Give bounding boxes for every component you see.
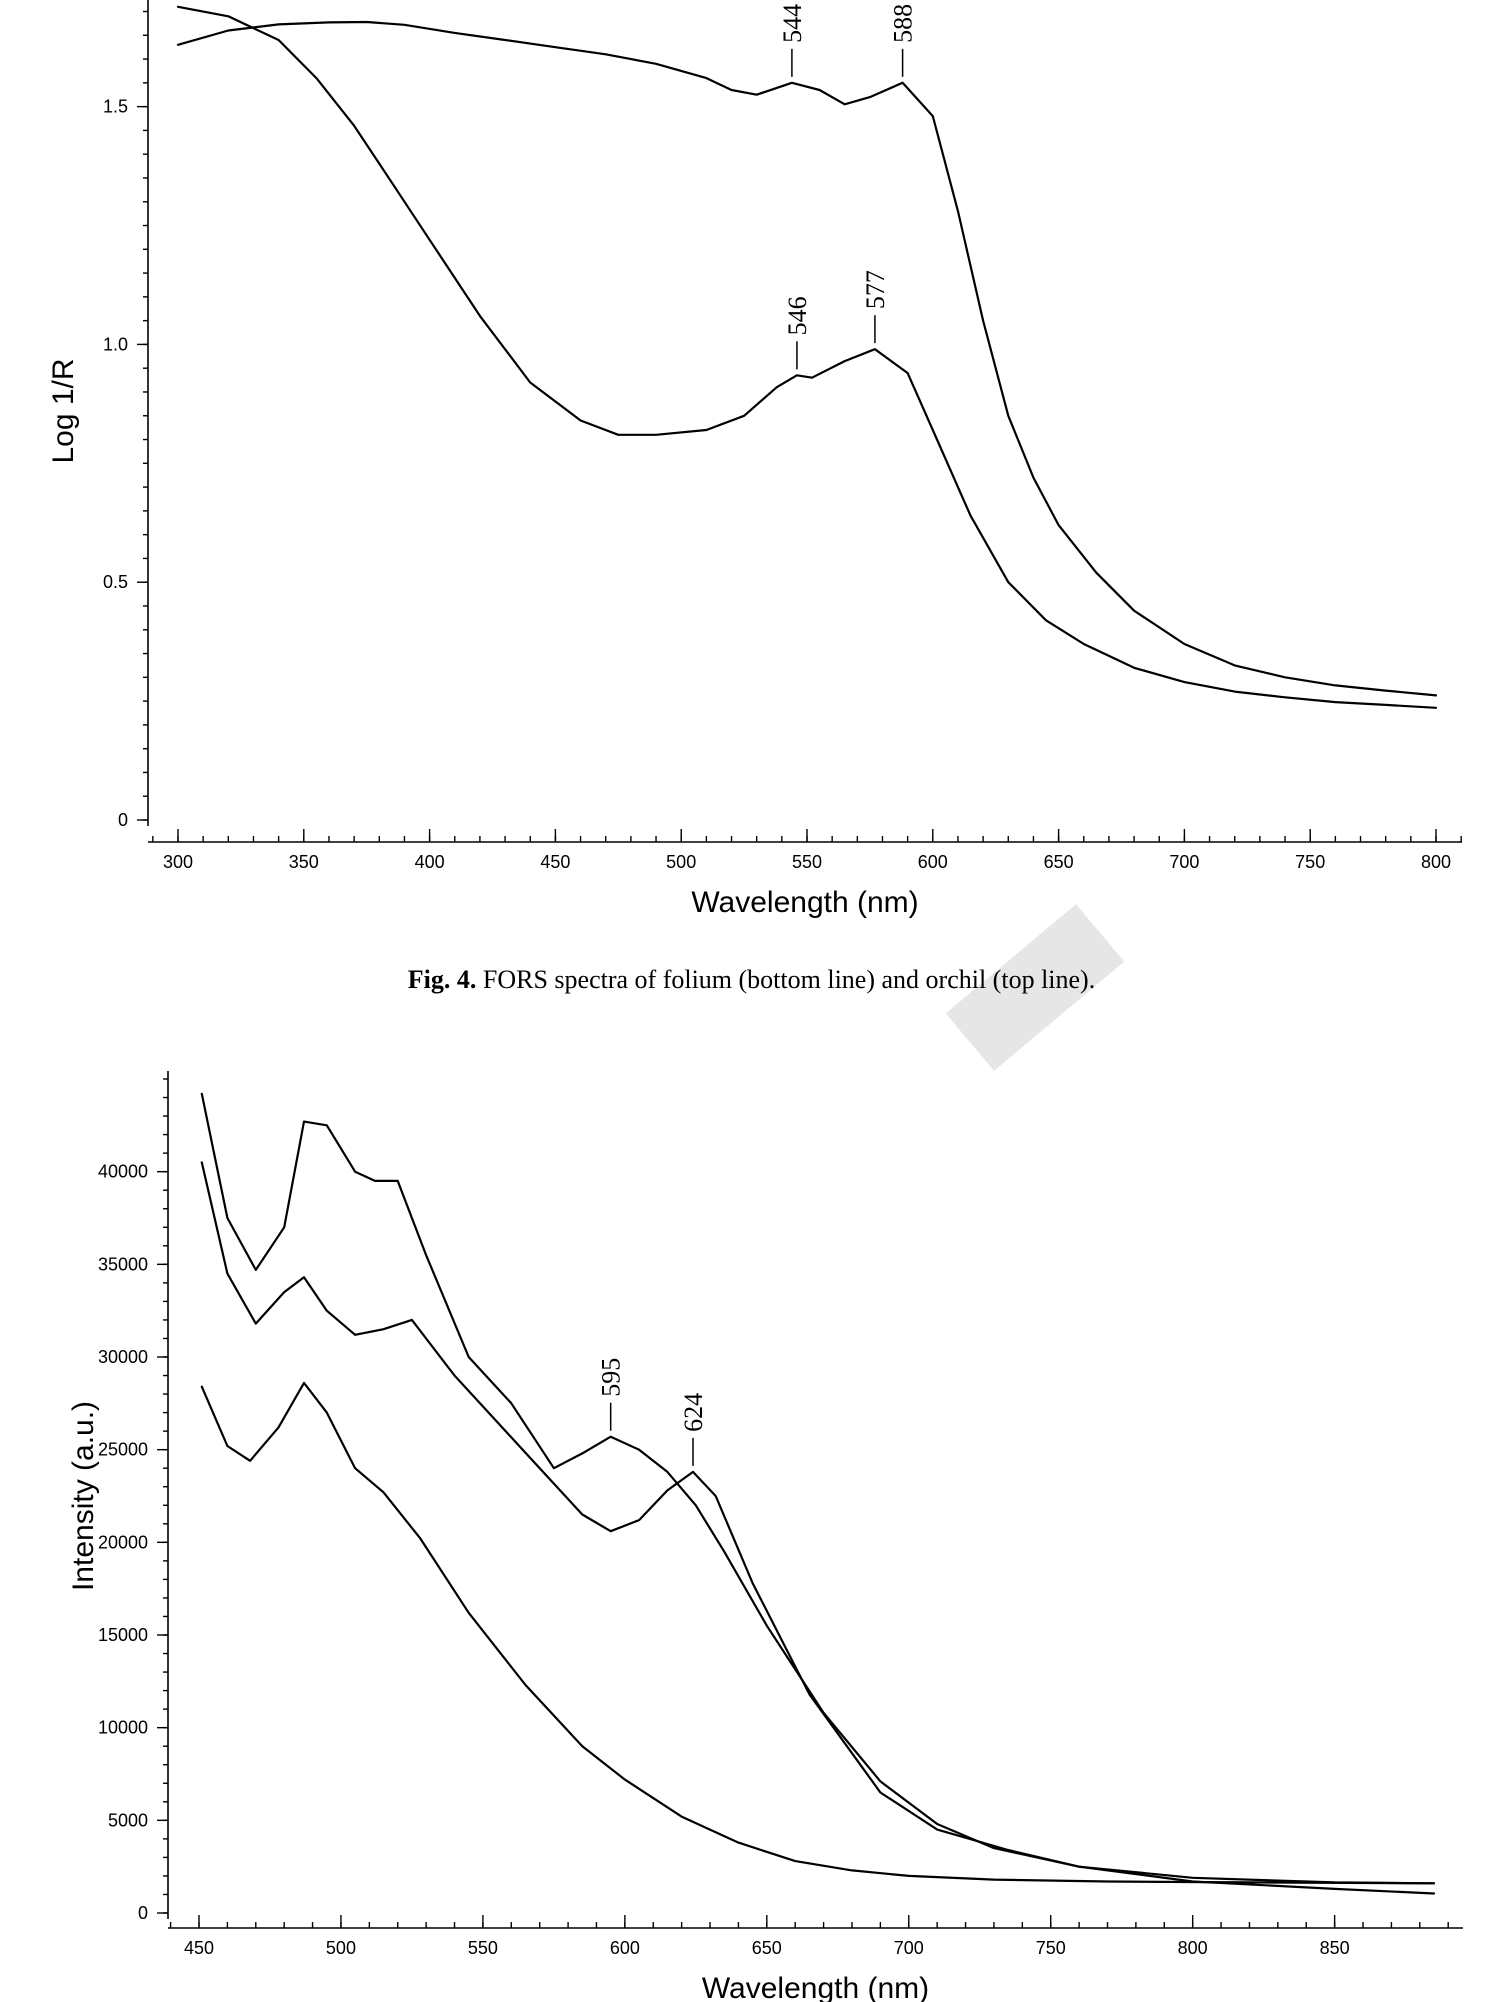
x-tick-label: 550 [792, 852, 822, 872]
x-axis-title: Wavelength (nm) [691, 886, 918, 919]
x-tick-label: 400 [415, 852, 445, 872]
x-tick-label: 800 [1421, 852, 1451, 872]
y-tick-label: 20000 [98, 1532, 148, 1552]
x-axis-title: Wavelength (nm) [702, 1972, 929, 2002]
x-tick-label: 800 [1178, 1938, 1208, 1958]
y-tick-label: 15000 [98, 1625, 148, 1645]
x-tick-label: 650 [1044, 852, 1074, 872]
peak-label: 595 [597, 1358, 626, 1397]
peak-label: 624 [679, 1393, 708, 1432]
x-tick-label: 350 [289, 852, 319, 872]
x-tick-label: 500 [666, 852, 696, 872]
y-tick-label: 35000 [98, 1254, 148, 1274]
y-tick-label: 30000 [98, 1347, 148, 1367]
series-line-3 [200, 1381, 1436, 1885]
y-tick-label: 1.0 [103, 334, 128, 354]
x-tick-label: 450 [540, 852, 570, 872]
y-tick-label: 25000 [98, 1440, 148, 1460]
y-tick-label: 0.5 [103, 572, 128, 592]
y-tick-label: 40000 [98, 1162, 148, 1182]
x-tick-label: 300 [163, 852, 193, 872]
y-tick-label: 5000 [108, 1810, 148, 1830]
figure-caption: Fig. 4. FORS spectra of folium (bottom l… [0, 965, 1503, 995]
x-tick-label: 550 [468, 1938, 498, 1958]
x-tick-label: 850 [1320, 1938, 1350, 1958]
fors-spectra-chart: 0 0.5 1.0 1.5 300 350 400 450 500 550 600 650 700 750… [47, 0, 1462, 919]
figure-caption-text: FORS spectra of folium (bottom line) and… [482, 965, 1096, 994]
x-tick-label: 650 [752, 1938, 782, 1958]
series-line-1 [200, 1092, 1436, 1885]
series-line-2 [176, 5, 1438, 709]
fluorescence-spectra-chart: 0 5000 10000 15000 20000 25000 30000 35000 40000… [67, 1071, 1463, 2002]
y-tick-label: 0 [118, 810, 128, 830]
y-tick-label: 1.5 [103, 97, 128, 117]
figure-caption-label: Fig. 4. [407, 965, 477, 994]
x-tick-label: 600 [610, 1938, 640, 1958]
x-tick-label: 750 [1295, 852, 1325, 872]
y-tick-label: 10000 [98, 1718, 148, 1738]
y-tick-label: 0 [138, 1903, 148, 1923]
x-tick-label: 450 [184, 1938, 214, 1958]
peak-label: 546 [783, 296, 812, 335]
x-tick-label: 700 [894, 1938, 924, 1958]
peak-label: 544 [778, 4, 807, 43]
peak-label: 588 [889, 4, 918, 43]
x-tick-label: 700 [1169, 852, 1199, 872]
y-axis-title: Log 1/R [47, 358, 80, 463]
series-line-2 [200, 1161, 1436, 1895]
x-tick-label: 750 [1036, 1938, 1066, 1958]
y-axis-title: Intensity (a.u.) [67, 1401, 100, 1591]
peak-label: 577 [861, 270, 890, 309]
x-tick-label: 500 [326, 1938, 356, 1958]
x-tick-label: 600 [918, 852, 948, 872]
series-line-1 [176, 20, 1438, 697]
